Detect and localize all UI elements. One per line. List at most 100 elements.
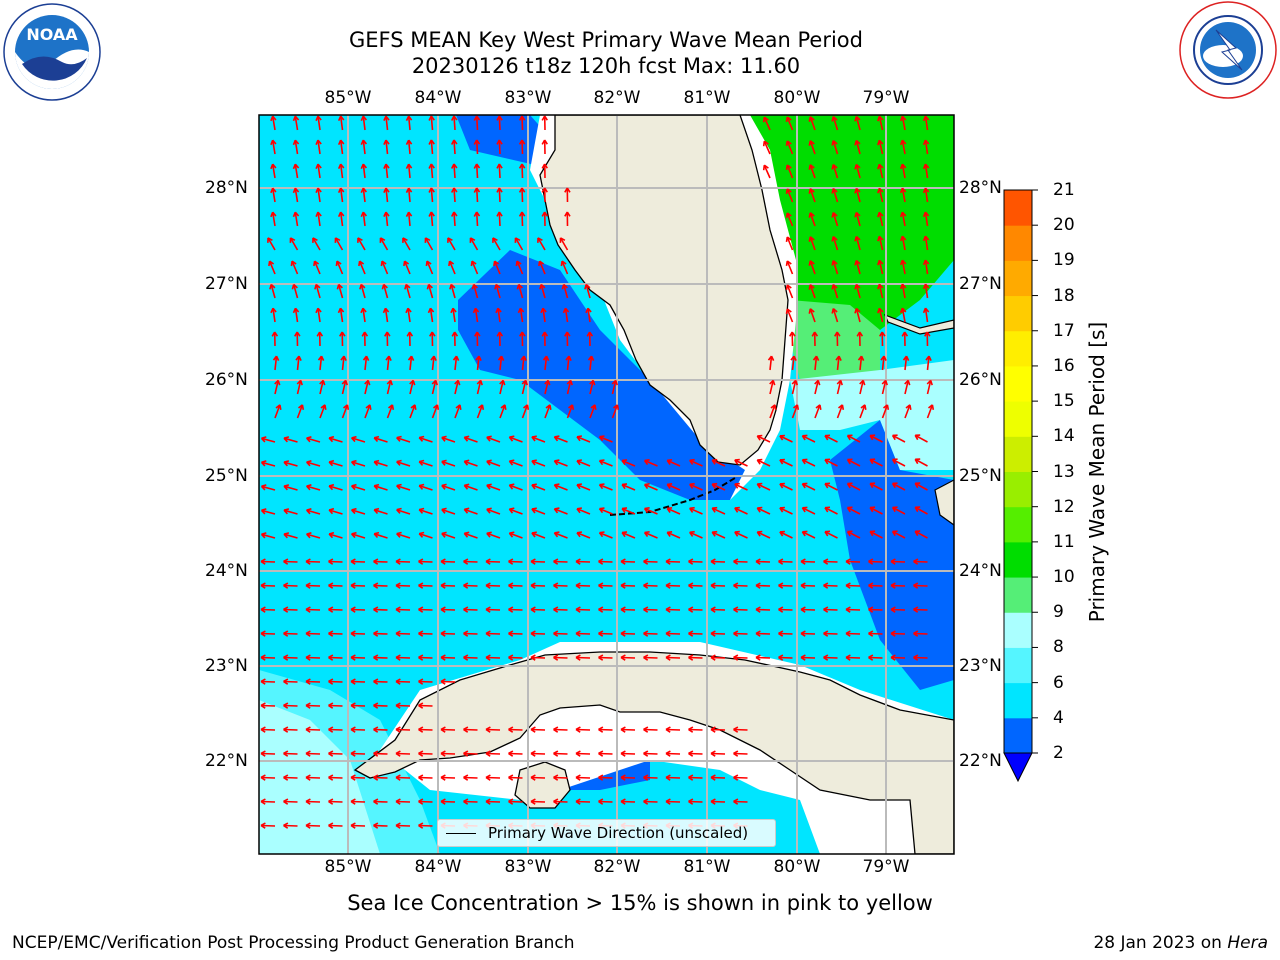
wave-arrow [441, 460, 456, 467]
wave-arrow-head [260, 774, 266, 781]
wave-arrow-head [319, 379, 326, 386]
wave-arrow-head [305, 726, 311, 733]
wave-arrow-head [440, 582, 446, 589]
wave-arrow [832, 164, 839, 179]
wave-arrow-head [620, 654, 626, 661]
wave-arrow-head [418, 750, 424, 757]
wave-arrow [328, 533, 343, 539]
wave-arrow-head [328, 726, 334, 733]
wave-arrow [409, 356, 413, 371]
wave-arrow-head [779, 458, 785, 465]
wave-arrow [337, 284, 344, 299]
wave-arrow [901, 308, 906, 323]
wave-arrow-head [260, 532, 267, 539]
wave-arrow [521, 115, 524, 131]
wave-arrow-head [270, 211, 277, 218]
wave-arrow [283, 752, 298, 755]
wave-arrow [486, 532, 501, 539]
wave-arrow [620, 560, 636, 563]
wave-arrow-head [789, 331, 796, 337]
wave-arrow-head [666, 483, 673, 489]
wave-arrow-head [290, 260, 297, 267]
wave-arrow [531, 436, 546, 443]
wave-arrow-head [440, 558, 446, 565]
wave-arrow-head [868, 654, 874, 661]
lat-label-right: 26°N [959, 370, 1002, 390]
wave-arrow [508, 584, 523, 587]
wave-arrow [575, 656, 591, 659]
wave-arrow-head [733, 774, 739, 781]
wave-arrow [396, 508, 411, 515]
wave-arrow [755, 632, 771, 635]
wave-arrow [328, 632, 343, 635]
wave-arrow-head [383, 211, 390, 217]
wave-arrow-head [463, 459, 470, 466]
wave-arrow-head [335, 260, 342, 267]
wave-arrow-head [899, 235, 907, 242]
wave-arrow-head [899, 283, 907, 290]
wave-arrow [786, 164, 794, 179]
wave-arrow [516, 260, 524, 275]
wave-arrow [890, 632, 906, 635]
wave-arrow [267, 237, 276, 251]
wave-arrow-head [836, 379, 843, 386]
wave-arrow [855, 140, 861, 155]
wave-arrow-head [373, 798, 379, 805]
wave-arrow [733, 752, 748, 755]
wave-arrow-head [396, 531, 402, 538]
wave-arrow-head [613, 404, 620, 410]
wave-arrow-head [315, 187, 322, 194]
wave-arrow-head [665, 654, 671, 661]
wave-arrow-head [561, 283, 568, 290]
wave-arrow [429, 308, 434, 323]
wave-arrow [845, 632, 861, 635]
wave-arrow-head [922, 163, 930, 170]
wave-arrow-head [383, 187, 390, 193]
wave-arrow [643, 584, 658, 587]
wave-arrow-head [689, 530, 695, 537]
wave-arrow-head [314, 283, 321, 290]
wave-arrow-head [808, 116, 815, 122]
wave-arrow [409, 404, 416, 419]
wave-arrow [396, 436, 411, 443]
wave-arrow [904, 380, 909, 395]
wave-arrow [611, 380, 617, 395]
wave-arrow [620, 728, 636, 731]
wave-arrow-head [260, 702, 266, 709]
wave-arrow [430, 211, 434, 227]
wave-arrow [531, 532, 546, 539]
wave-arrow [756, 531, 771, 539]
wave-arrow [689, 459, 703, 467]
wave-arrow-head [418, 798, 424, 805]
wave-arrow-head [666, 507, 673, 513]
wave-arrow [666, 507, 681, 515]
wave-arrow [452, 308, 456, 323]
wave-arrow-head [428, 115, 435, 121]
wave-arrow [540, 284, 546, 299]
wave-arrow [824, 434, 838, 443]
wave-arrow-head [283, 436, 290, 443]
wave-arrow [289, 237, 299, 251]
wave-arrow [823, 584, 838, 587]
wave-arrow [786, 284, 794, 299]
wave-arrow [350, 776, 366, 779]
wave-arrow [868, 584, 883, 587]
wave-arrow [328, 704, 343, 707]
wave-arrow [576, 436, 591, 443]
wave-arrow-head [283, 508, 290, 515]
wave-arrow-head [811, 331, 819, 337]
colorbar-segment [1004, 541, 1032, 578]
wave-arrow-head [328, 582, 334, 589]
wave-arrow-head [620, 558, 626, 565]
wave-arrow-head [289, 237, 296, 243]
wave-arrow-head [643, 582, 649, 589]
wave-arrow-head [891, 482, 898, 489]
wave-arrow-head [565, 355, 572, 361]
wave-arrow [755, 560, 771, 563]
wave-arrow [688, 560, 703, 563]
wave-arrow-head [823, 558, 829, 565]
wave-arrow-head [785, 116, 792, 123]
wave-arrow [554, 508, 568, 515]
wave-arrow-head [575, 606, 581, 613]
wave-arrow [463, 776, 478, 779]
